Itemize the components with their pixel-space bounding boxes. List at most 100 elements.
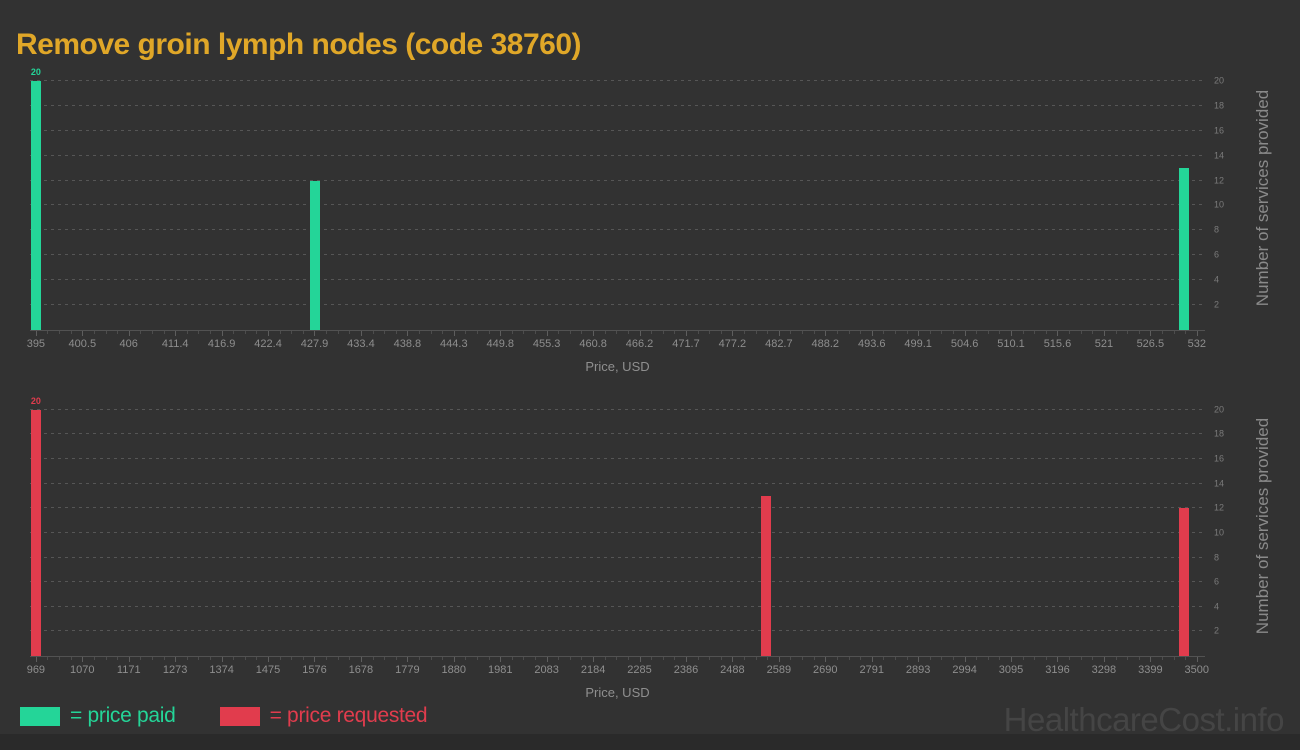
x-minor-tick-mark: [47, 657, 49, 660]
x-minor-tick-mark: [488, 331, 490, 334]
x-minor-tick-mark: [523, 657, 525, 660]
x-minor-tick-mark: [1138, 657, 1140, 660]
x-minor-tick-mark: [279, 657, 281, 660]
x-minor-tick-mark: [488, 657, 490, 660]
y-tick-label: 16: [1214, 453, 1225, 464]
x-tick-label: 3095: [998, 664, 1024, 676]
x-minor-tick-mark: [952, 657, 954, 660]
x-minor-tick-mark: [233, 331, 235, 334]
x-minor-tick-mark: [709, 331, 711, 334]
x-tick-label: 427.9: [300, 338, 329, 350]
x-minor-tick-mark: [244, 657, 246, 660]
x-minor-tick-mark: [430, 331, 432, 334]
x-minor-tick-mark: [70, 657, 72, 660]
x-minor-tick-mark: [105, 331, 107, 334]
x-minor-tick-mark: [941, 331, 943, 334]
x-tick-label: 3196: [1045, 664, 1070, 676]
x-minor-tick-mark: [349, 331, 351, 334]
x-minor-tick-mark: [999, 331, 1001, 334]
x-tick-mark: [407, 331, 409, 336]
x-tick-label: 460.8: [579, 338, 607, 350]
gridline: [30, 556, 1205, 558]
bar-requested: [30, 409, 41, 656]
x-tick-mark: [1103, 331, 1105, 336]
x-minor-tick-mark: [210, 657, 211, 660]
x-tick-mark: [685, 657, 687, 662]
x-tick-mark: [593, 331, 595, 336]
x-minor-tick-mark: [906, 331, 908, 334]
x-minor-tick-mark: [1022, 331, 1024, 334]
x-tick-label: 395: [26, 338, 46, 350]
y-tick-label: 10: [1214, 199, 1225, 210]
x-minor-tick-mark: [802, 657, 804, 660]
x-tick-label: 532: [1187, 338, 1206, 350]
x-minor-tick-mark: [604, 657, 606, 660]
x-minor-tick-mark: [697, 331, 699, 334]
x-minor-tick-mark: [581, 657, 583, 660]
x-minor-tick-mark: [558, 657, 560, 660]
x-minor-tick-mark: [1069, 331, 1071, 334]
gridline: [30, 204, 1205, 206]
x-tick-mark: [1150, 331, 1152, 336]
y-tick-label: 20: [1214, 75, 1225, 86]
y-tick-label: 8: [1214, 224, 1220, 235]
x-minor-tick-mark: [291, 657, 293, 660]
x-minor-tick-mark: [662, 331, 664, 334]
x-tick-label: 2791: [859, 664, 884, 676]
x-minor-tick-mark: [186, 657, 188, 660]
x-tick-label: 2184: [580, 664, 606, 676]
x-minor-tick-mark: [442, 657, 444, 660]
x-tick-label: 2690: [813, 664, 838, 676]
y-tick-label: 18: [1214, 428, 1225, 439]
x-tick-mark: [825, 657, 827, 662]
gridline: [30, 507, 1205, 509]
gridline: [30, 458, 1205, 460]
x-minor-tick-mark: [291, 331, 293, 334]
x-minor-tick-mark: [326, 657, 328, 660]
y-tick-label: 4: [1214, 601, 1220, 612]
x-minor-tick-mark: [151, 657, 153, 660]
x-minor-tick-mark: [140, 657, 142, 660]
x-minor-tick-mark: [372, 657, 374, 660]
x-tick-mark: [639, 657, 641, 662]
x-tick-mark: [407, 657, 409, 662]
footer-strip: [0, 734, 1300, 750]
x-minor-tick-mark: [1138, 331, 1140, 334]
gridline: [30, 179, 1205, 181]
x-axis-title: Price, USD: [585, 359, 650, 374]
x-minor-tick-mark: [616, 331, 618, 334]
x-tick-mark: [360, 657, 362, 662]
x-minor-tick-mark: [59, 657, 61, 660]
site-watermark-link[interactable]: HealthcareCost.info: [1003, 701, 1285, 738]
x-minor-tick-mark: [836, 331, 838, 334]
x-minor-tick-mark: [836, 657, 838, 660]
x-minor-tick-mark: [558, 331, 560, 334]
x-tick-label: 969: [26, 664, 46, 676]
x-tick-mark: [639, 331, 641, 336]
x-tick-mark: [128, 331, 130, 336]
x-minor-tick-mark: [151, 331, 153, 334]
x-minor-tick-mark: [47, 331, 49, 334]
x-minor-tick-mark: [976, 331, 978, 334]
x-tick-mark: [732, 657, 734, 662]
x-tick-label: 510.1: [997, 338, 1025, 350]
x-tick-mark: [82, 331, 84, 336]
x-tick-label: 406: [119, 338, 138, 350]
x-minor-tick-mark: [302, 657, 304, 660]
x-tick-mark: [35, 331, 37, 336]
x-tick-label: 1171: [116, 664, 141, 676]
x-minor-tick-mark: [418, 657, 420, 660]
x-tick-label: 1475: [255, 664, 281, 676]
x-minor-tick-mark: [1127, 331, 1129, 334]
x-minor-tick-mark: [651, 331, 653, 334]
x-minor-tick-mark: [1127, 657, 1129, 660]
x-minor-tick-mark: [93, 657, 95, 660]
x-tick-mark: [360, 331, 362, 336]
x-minor-tick-mark: [755, 657, 757, 660]
x-minor-tick-mark: [477, 657, 479, 660]
x-tick-label: 3500: [1184, 664, 1210, 676]
x-tick-label: 1880: [441, 664, 467, 676]
x-minor-tick-mark: [848, 331, 850, 334]
x-minor-tick-mark: [674, 657, 676, 660]
x-minor-tick-mark: [1022, 657, 1024, 660]
